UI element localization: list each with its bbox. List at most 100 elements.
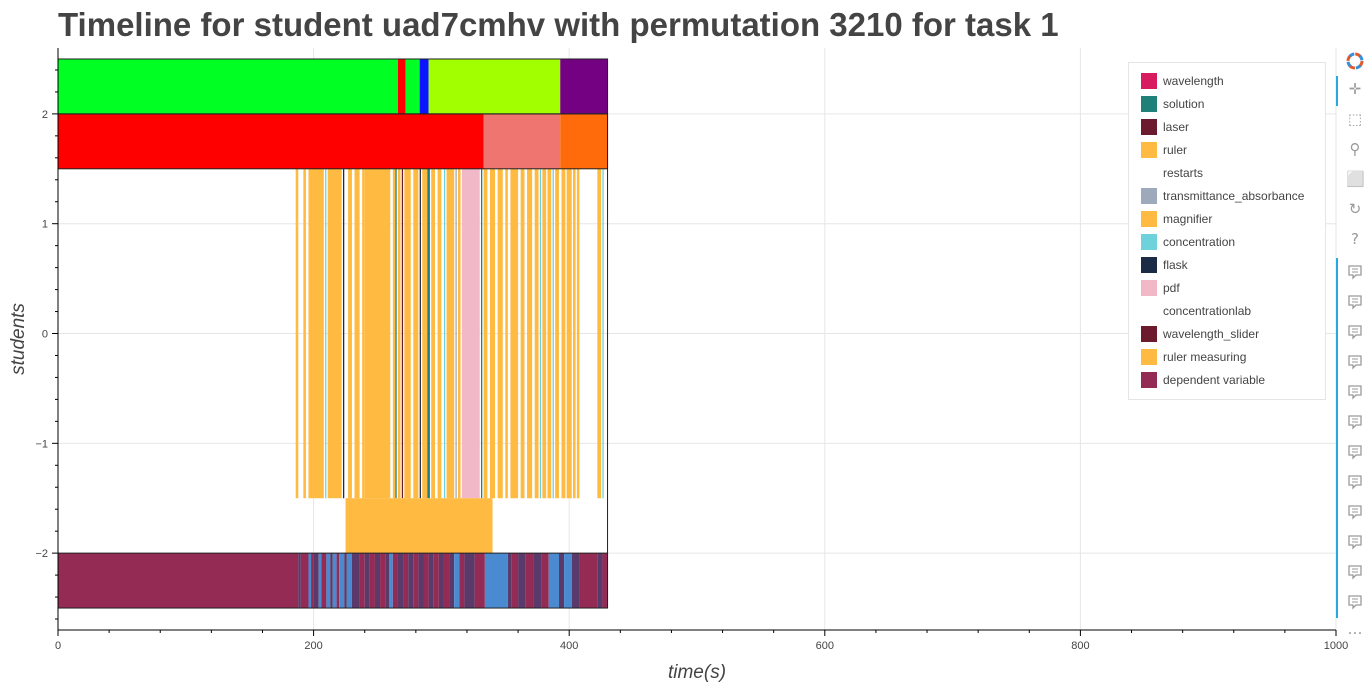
timeline-segment (325, 168, 327, 499)
legend-swatch (1141, 303, 1157, 319)
legend-item[interactable]: concentrationlab (1129, 301, 1325, 324)
timeline-segment (520, 168, 525, 499)
hover-tool-icon[interactable] (1346, 264, 1364, 282)
x-tick-label: 600 (816, 640, 834, 652)
timeline-segment (561, 168, 566, 499)
hover-tool-icon[interactable] (1346, 324, 1364, 342)
legend-item[interactable]: ruler measuring (1129, 347, 1325, 370)
more-tools-icon[interactable]: … (1347, 620, 1363, 638)
timeline-segment (395, 168, 397, 499)
legend-swatch (1141, 234, 1157, 250)
timeline-segment (364, 168, 391, 499)
legend-label: pdf (1163, 281, 1180, 295)
timeline-segment (428, 58, 561, 114)
timeline-segment (505, 168, 508, 499)
timeline-segment (443, 553, 450, 609)
y-tick-label: −1 (35, 438, 48, 450)
timeline-segment (401, 168, 404, 499)
chart-legend[interactable]: wavelength solution laser ruler restarts tran… (1128, 62, 1326, 400)
y-tick-label: 1 (42, 219, 48, 231)
timeline-segment (308, 168, 324, 499)
legend-swatch (1141, 349, 1157, 365)
hover-tool-icon[interactable] (1346, 594, 1364, 612)
legend-label: concentration (1163, 235, 1236, 249)
legend-item[interactable]: dependent variable (1129, 370, 1325, 393)
timeline-segment (481, 168, 483, 499)
legend-item[interactable]: transmittance_absorbance (1129, 186, 1325, 209)
hover-tool-icon[interactable] (1346, 354, 1364, 372)
hover-tool-icon[interactable] (1346, 444, 1364, 462)
active-tool-indicator (1336, 76, 1338, 106)
timeline-segment (332, 553, 337, 609)
timeline-segment (385, 553, 390, 609)
timeline-segment (428, 553, 434, 609)
hover-tool-icon[interactable] (1346, 414, 1364, 432)
timeline-segment (438, 553, 444, 609)
legend-label: concentrationlab (1163, 304, 1252, 318)
legend-swatch (1141, 119, 1157, 135)
timeline-segment (461, 168, 480, 499)
legend-item[interactable]: wavelength_slider (1129, 324, 1325, 347)
timeline-segment (58, 553, 299, 609)
timeline-segment (397, 553, 404, 609)
timeline-segment (346, 553, 352, 609)
legend-item[interactable]: ruler (1129, 140, 1325, 163)
legend-item[interactable]: restarts (1129, 163, 1325, 186)
y-tick-label: 2 (42, 109, 48, 121)
timeline-segment (541, 553, 549, 609)
legend-item[interactable]: laser (1129, 117, 1325, 140)
timeline-segment (573, 168, 576, 499)
timeline-segment (458, 168, 461, 499)
timeline-segment (560, 58, 608, 114)
pan-tool-icon[interactable]: ✛ (1348, 80, 1362, 98)
legend-label: dependent variable (1163, 373, 1266, 387)
timeline-segment (403, 553, 409, 609)
timeline-segment (418, 553, 424, 609)
legend-swatch (1141, 73, 1157, 89)
timeline-segment (321, 553, 327, 609)
help-tool-icon[interactable]: ? (1351, 230, 1359, 248)
timeline-segment (336, 553, 340, 609)
timeline-segment (392, 553, 398, 609)
legend-swatch (1141, 96, 1157, 112)
save-tool-icon[interactable]: ⬜ (1346, 170, 1365, 188)
hover-tool-icon[interactable] (1346, 294, 1364, 312)
timeline-segment (552, 168, 554, 499)
timeline-segment (454, 553, 460, 609)
timeline-segment (423, 553, 429, 609)
hover-tool-icon[interactable] (1346, 474, 1364, 492)
timeline-segment (459, 553, 465, 609)
legend-item[interactable]: solution (1129, 94, 1325, 117)
timeline-segment (555, 168, 559, 499)
reset-tool-icon[interactable]: ↻ (1348, 200, 1362, 218)
legend-item[interactable]: concentration (1129, 232, 1325, 255)
timeline-segment (542, 168, 547, 499)
timeline-segment (359, 553, 365, 609)
bokeh-logo-icon[interactable] (1346, 52, 1364, 70)
hover-tool-icon[interactable] (1346, 534, 1364, 552)
legend-item[interactable]: pdf (1129, 278, 1325, 301)
timeline-segment (576, 168, 580, 499)
timeline-segment (408, 553, 414, 609)
hover-tool-icon[interactable] (1346, 504, 1364, 522)
timeline-segment (443, 168, 446, 499)
box-zoom-tool-icon[interactable]: ⬚ (1347, 110, 1363, 128)
timeline-segment (354, 168, 360, 499)
hover-tool-icon[interactable] (1346, 384, 1364, 402)
timeline-segment (300, 553, 309, 609)
legend-swatch (1141, 211, 1157, 227)
timeline-segment (327, 168, 342, 499)
timeline-segment (497, 168, 503, 499)
timeline-segment (455, 168, 457, 499)
wheel-zoom-tool-icon[interactable]: ⚲ (1349, 140, 1361, 158)
hover-tool-icon[interactable] (1346, 564, 1364, 582)
x-tick-label: 200 (304, 640, 322, 652)
legend-item[interactable]: wavelength (1129, 71, 1325, 94)
timeline-segment (525, 553, 534, 609)
legend-item[interactable]: flask (1129, 255, 1325, 278)
legend-item[interactable]: magnifier (1129, 209, 1325, 232)
timeline-segment (413, 168, 419, 499)
timeline-segment (566, 168, 572, 499)
timeline-segment (326, 553, 331, 609)
